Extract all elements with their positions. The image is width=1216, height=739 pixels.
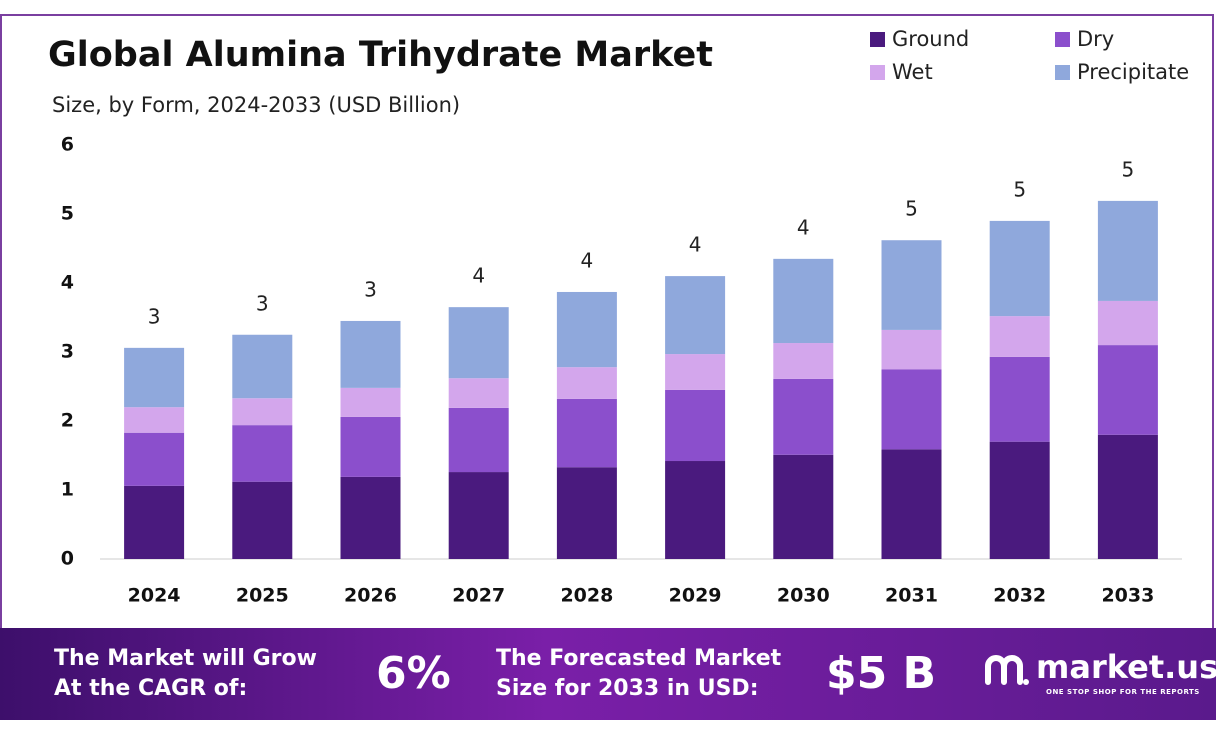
legend-label: Ground [892,27,969,51]
bar-segment [124,407,185,433]
y-tick-label: 6 [61,134,74,156]
bar-segment [881,240,942,330]
logo-tagline: ONE STOP SHOP FOR THE REPORTS [1046,688,1200,696]
total-label: 3 [148,304,161,328]
bar-segment [124,432,185,486]
cagr-text-line: At the CAGR of: [54,676,248,701]
bar-segment [989,220,1050,317]
bar-segment [124,347,185,408]
bar-segment [232,425,293,482]
total-label: 5 [1122,157,1135,181]
bar-segment [124,485,185,559]
cagr-value: 6% [376,648,451,699]
bar-segment [556,398,617,468]
x-tick-label: 2030 [777,585,830,607]
bar-segment [773,343,834,379]
cagr-text-line: The Market will Grow [54,646,317,671]
legend-swatch [1055,32,1070,47]
bar-segment [881,329,942,370]
bar-segment [340,320,401,388]
bar-segment [665,276,726,355]
bar-segment [232,398,293,426]
chart: Global Alumina Trihydrate Market Size, b… [48,27,1189,607]
bar-segment [448,472,509,559]
bar-segment [665,354,726,390]
bar-segment [773,378,834,455]
y-tick-label: 5 [61,203,74,225]
bar-segment [556,467,617,559]
bar-segment [1097,345,1158,435]
total-label: 4 [689,233,702,257]
forecast-text-line: Size for 2033 in USD: [496,676,759,701]
y-tick-label: 1 [61,479,74,501]
bar-segment [232,481,293,559]
bar-segment [773,454,834,559]
bar-segment [989,356,1050,442]
bar-segment [232,334,293,399]
legend-swatch [870,32,885,47]
bar-segment [989,441,1050,559]
forecast-text: The Forecasted Market Size for 2033 in US… [496,644,781,704]
bar-segment [1097,434,1158,559]
bar-segment [448,307,509,379]
y-tick-label: 0 [61,548,74,570]
bar-segment [773,258,834,344]
bar-segment [556,367,617,399]
x-tick-label: 2026 [344,585,397,607]
bar-segment [448,407,509,473]
total-label: 4 [472,264,485,288]
legend-label: Precipitate [1077,60,1189,84]
total-label: 4 [581,248,594,272]
x-tick-label: 2024 [128,585,181,607]
total-label: 3 [364,277,377,301]
chart-frame [0,14,1214,628]
bar-segment [665,389,726,462]
y-tick-label: 3 [61,341,74,363]
logo-text: market.us [1036,648,1216,686]
bar-segment [340,416,401,477]
bar-segment [1097,300,1158,346]
bar-segment [340,387,401,417]
chart-subtitle: Size, by Form, 2024-2033 (USD Billion) [52,93,460,117]
forecast-value: $5 B [826,648,937,699]
bar-segment [881,369,942,450]
forecast-text-line: The Forecasted Market [496,646,782,671]
x-tick-label: 2033 [1101,585,1154,607]
x-tick-label: 2028 [560,585,613,607]
bar-segment [881,449,942,559]
y-tick-label: 4 [61,272,74,294]
bar-segment [340,476,401,559]
chart-title: Global Alumina Trihydrate Market [48,35,713,75]
x-tick-label: 2029 [669,585,722,607]
x-tick-label: 2027 [452,585,505,607]
bar-segment [556,291,617,368]
total-label: 4 [797,215,810,239]
legend-swatch [870,65,885,80]
legend-swatch [1055,65,1070,80]
bar-segment [448,378,509,408]
bar-segment [1097,200,1158,301]
x-tick-label: 2025 [236,585,289,607]
total-label: 5 [1013,177,1026,201]
footer-banner: The Market will Grow At the CAGR of: 6% T… [0,628,1216,720]
x-tick-label: 2031 [885,585,938,607]
total-label: 3 [256,291,269,315]
cagr-text: The Market will Grow At the CAGR of: [54,644,317,704]
bar-segment [665,461,726,559]
logo-icon [985,655,1029,685]
total-label: 5 [905,197,918,221]
legend-label: Dry [1077,27,1114,51]
x-tick-label: 2032 [993,585,1046,607]
legend-label: Wet [892,60,933,84]
y-tick-label: 2 [61,410,74,432]
bar-segment [989,316,1050,357]
